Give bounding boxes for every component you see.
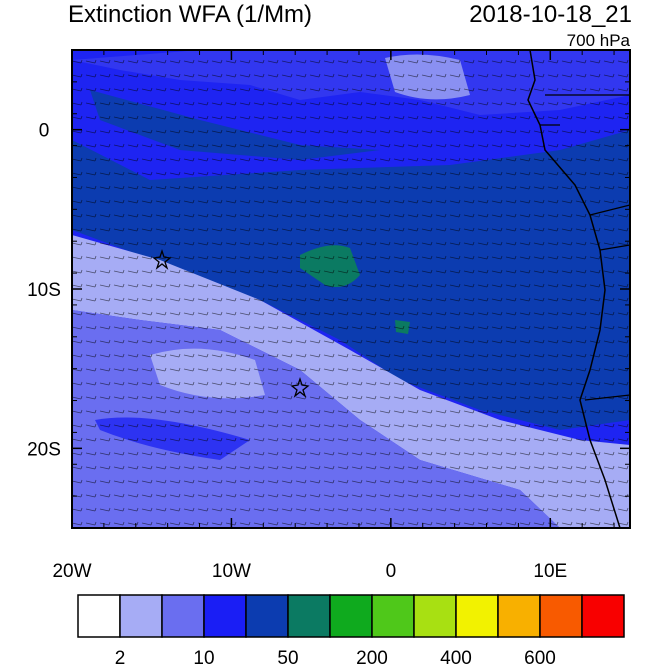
time-stamp: 2018-10-18_21 [469, 1, 632, 28]
x-tick-label: 10W [212, 561, 251, 582]
colorbar-box [245, 594, 289, 638]
y-tick-label: 0 [39, 121, 50, 142]
colorbar-box [413, 594, 457, 638]
colorbar-box [581, 594, 625, 638]
colorbar-box [203, 594, 247, 638]
colorbar-label: 10 [193, 648, 214, 667]
colorbar-box [329, 594, 373, 638]
colorbar-label: 50 [277, 648, 298, 667]
map-field [72, 50, 630, 528]
colorbar-label: 200 [356, 648, 388, 667]
x-tick-label: 10E [533, 561, 567, 582]
level-label: 700 hPa [567, 31, 631, 50]
colorbar-box [77, 594, 121, 638]
y-tick-label: 10S [27, 280, 61, 301]
x-tick-label: 20W [52, 561, 91, 582]
y-tick-label: 20S [27, 439, 61, 460]
colorbar-box [119, 594, 163, 638]
colorbar-box [371, 594, 415, 638]
colorbar-label: 600 [524, 648, 556, 667]
title: Extinction WFA (1/Mm) [68, 1, 312, 28]
colorbar-box [497, 594, 541, 638]
colorbar-label: 400 [440, 648, 472, 667]
colorbar-box [455, 594, 499, 638]
colorbar-label: 2 [115, 648, 126, 667]
colorbar-box [161, 594, 205, 638]
colorbar-box [287, 594, 331, 638]
colorbar-box [539, 594, 583, 638]
x-tick-label: 0 [386, 561, 397, 582]
